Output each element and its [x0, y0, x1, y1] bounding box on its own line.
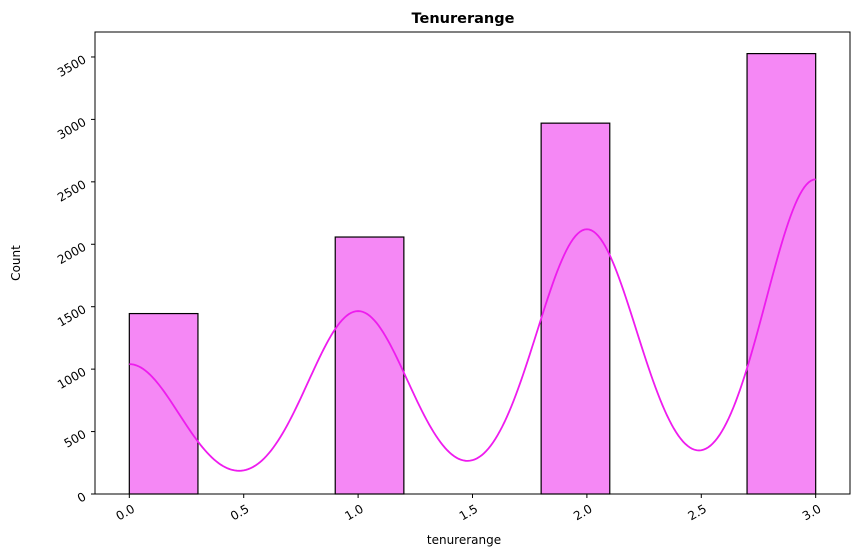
x-axis-label: tenurerange [427, 533, 501, 547]
y-axis-label: Count [9, 245, 23, 281]
histogram-bar [334, 236, 405, 495]
y-tick-label: 2000 [55, 240, 88, 267]
y-tick-label: 500 [62, 427, 89, 451]
y-tick-label: 1000 [55, 365, 88, 392]
kde-line [129, 178, 816, 472]
x-tick-label: 1.5 [457, 502, 481, 524]
y-axis: 0 500 1000 1500 2000 2500 3000 3500 [55, 52, 95, 505]
x-tick-label: 0.0 [114, 502, 138, 524]
histogram-bar [540, 122, 611, 495]
y-tick-label: 3000 [55, 115, 88, 142]
kde-group [129, 178, 816, 472]
y-tick-label: 1500 [55, 302, 88, 329]
x-tick-label: 0.5 [228, 502, 252, 524]
x-axis: 0.0 0.5 1.0 1.5 2.0 2.5 3.0 [114, 494, 824, 524]
chart-title: Tenurerange [412, 11, 515, 27]
histogram-bar [746, 53, 817, 495]
y-tick-label: 3500 [55, 52, 88, 79]
x-tick-label: 2.5 [686, 502, 710, 524]
x-tick-label: 1.0 [342, 502, 366, 524]
y-tick-label: 0 [75, 489, 89, 505]
plot-frame [94, 31, 851, 495]
histogram-bar [128, 312, 199, 495]
y-tick-label: 2500 [55, 177, 88, 204]
bars-group [128, 53, 817, 495]
x-tick-label: 2.0 [571, 502, 595, 524]
x-tick-label: 3.0 [800, 502, 824, 524]
